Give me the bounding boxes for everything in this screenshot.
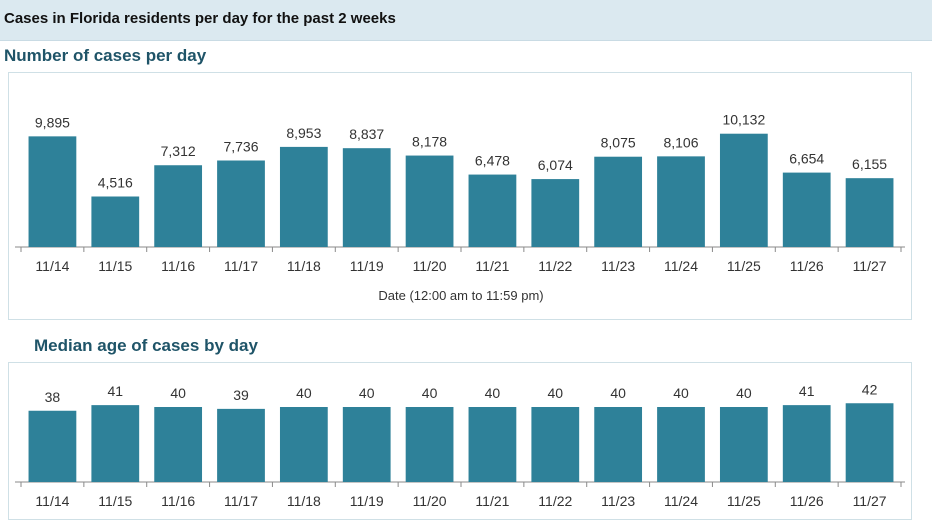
data-label: 40 bbox=[296, 385, 312, 401]
bar-11-14 bbox=[28, 410, 77, 482]
data-label: 40 bbox=[170, 385, 186, 401]
data-label: 38 bbox=[45, 389, 61, 405]
bar-11-22 bbox=[531, 407, 580, 482]
age-chart: 38 11/14 41 11/15 40 11/16 39 11/17 40 11/18 40 11/… bbox=[15, 381, 905, 509]
data-label: 6,654 bbox=[789, 151, 824, 167]
bar-11-17 bbox=[217, 408, 265, 482]
x-tick-label: 11/27 bbox=[853, 258, 887, 274]
x-tick-label: 11/16 bbox=[161, 258, 195, 274]
x-tick-label: 11/25 bbox=[727, 493, 761, 509]
bar-11-15 bbox=[91, 196, 140, 247]
bar-11-19 bbox=[342, 407, 391, 482]
x-axis-label: Date (12:00 am to 11:59 pm) bbox=[378, 288, 543, 303]
x-tick-label: 11/15 bbox=[98, 493, 132, 509]
cases-chart: 9,895 11/14 4,516 11/15 7,312 11/16 7,736 11/17… bbox=[15, 112, 905, 303]
x-tick-label: 11/24 bbox=[664, 258, 698, 274]
bar-11-21 bbox=[468, 407, 517, 482]
bar-11-27 bbox=[845, 178, 894, 247]
bar-11-24 bbox=[657, 407, 705, 482]
data-label: 9,895 bbox=[35, 114, 70, 130]
bar-11-23 bbox=[594, 156, 643, 247]
x-tick-label: 11/22 bbox=[538, 258, 572, 274]
x-tick-label: 11/24 bbox=[664, 493, 698, 509]
x-tick-label: 11/20 bbox=[413, 258, 447, 274]
age-chart-panel: 38 11/14 41 11/15 40 11/16 39 11/17 40 11/18 40 11/… bbox=[8, 362, 912, 520]
bar-11-24 bbox=[657, 156, 705, 247]
bar-11-23 bbox=[594, 407, 643, 482]
bar-11-16 bbox=[154, 407, 203, 482]
bar-11-27 bbox=[845, 403, 894, 482]
x-tick-label: 11/21 bbox=[475, 493, 509, 509]
data-label: 6,155 bbox=[852, 156, 887, 172]
data-label: 41 bbox=[107, 383, 123, 399]
x-tick-label: 11/14 bbox=[35, 493, 69, 509]
page-title: Cases in Florida residents per day for t… bbox=[4, 10, 396, 27]
x-tick-label: 11/23 bbox=[601, 493, 635, 509]
data-label: 40 bbox=[422, 385, 438, 401]
bar-11-20 bbox=[405, 407, 454, 482]
x-tick-label: 11/16 bbox=[161, 493, 195, 509]
header-bar: Cases in Florida residents per day for t… bbox=[0, 0, 932, 41]
data-label: 8,178 bbox=[412, 134, 447, 150]
data-label: 6,478 bbox=[475, 153, 510, 169]
bar-11-18 bbox=[279, 146, 328, 247]
x-tick-label: 11/19 bbox=[350, 258, 384, 274]
bar-11-25 bbox=[719, 407, 768, 482]
data-label: 7,736 bbox=[223, 138, 258, 154]
data-label: 39 bbox=[233, 387, 249, 403]
x-tick-label: 11/19 bbox=[350, 493, 384, 509]
data-label: 7,312 bbox=[161, 143, 196, 159]
data-label: 8,953 bbox=[286, 125, 321, 141]
x-tick-label: 11/21 bbox=[475, 258, 509, 274]
x-tick-label: 11/23 bbox=[601, 258, 635, 274]
x-tick-label: 11/17 bbox=[224, 258, 258, 274]
bar-11-26 bbox=[782, 405, 831, 482]
data-label: 40 bbox=[547, 385, 563, 401]
data-label: 40 bbox=[359, 385, 375, 401]
data-label: 42 bbox=[862, 381, 878, 397]
x-tick-label: 11/18 bbox=[287, 493, 321, 509]
x-tick-label: 11/17 bbox=[224, 493, 258, 509]
x-tick-label: 11/26 bbox=[790, 493, 824, 509]
x-tick-label: 11/27 bbox=[853, 493, 887, 509]
data-label: 40 bbox=[610, 385, 626, 401]
bar-11-20 bbox=[405, 155, 454, 247]
data-label: 40 bbox=[736, 385, 752, 401]
x-tick-label: 11/15 bbox=[98, 258, 132, 274]
data-label: 8,075 bbox=[601, 135, 636, 151]
data-label: 10,132 bbox=[722, 112, 765, 128]
data-label: 8,837 bbox=[349, 126, 384, 142]
bar-11-22 bbox=[531, 179, 580, 247]
bar-11-16 bbox=[154, 165, 203, 247]
data-label: 41 bbox=[799, 383, 815, 399]
data-label: 40 bbox=[673, 385, 689, 401]
x-tick-label: 11/22 bbox=[538, 493, 572, 509]
data-label: 8,106 bbox=[663, 134, 698, 150]
bar-11-19 bbox=[342, 148, 391, 247]
data-label: 40 bbox=[485, 385, 501, 401]
bar-11-14 bbox=[28, 136, 77, 247]
x-tick-label: 11/18 bbox=[287, 258, 321, 274]
age-chart-title: Median age of cases by day bbox=[34, 336, 258, 355]
cases-chart-title: Number of cases per day bbox=[4, 46, 207, 65]
bar-11-21 bbox=[468, 174, 517, 247]
x-tick-label: 11/26 bbox=[790, 258, 824, 274]
bar-11-25 bbox=[719, 133, 768, 247]
x-tick-label: 11/20 bbox=[413, 493, 447, 509]
x-tick-label: 11/14 bbox=[35, 258, 69, 274]
bar-11-15 bbox=[91, 405, 140, 482]
x-tick-label: 11/25 bbox=[727, 258, 761, 274]
bar-11-18 bbox=[279, 407, 328, 482]
cases-chart-panel: 9,895 11/14 4,516 11/15 7,312 11/16 7,736 11/17… bbox=[8, 72, 912, 320]
data-label: 6,074 bbox=[538, 157, 573, 173]
bar-11-17 bbox=[217, 160, 265, 247]
data-label: 4,516 bbox=[98, 175, 133, 191]
bar-11-26 bbox=[782, 172, 831, 247]
